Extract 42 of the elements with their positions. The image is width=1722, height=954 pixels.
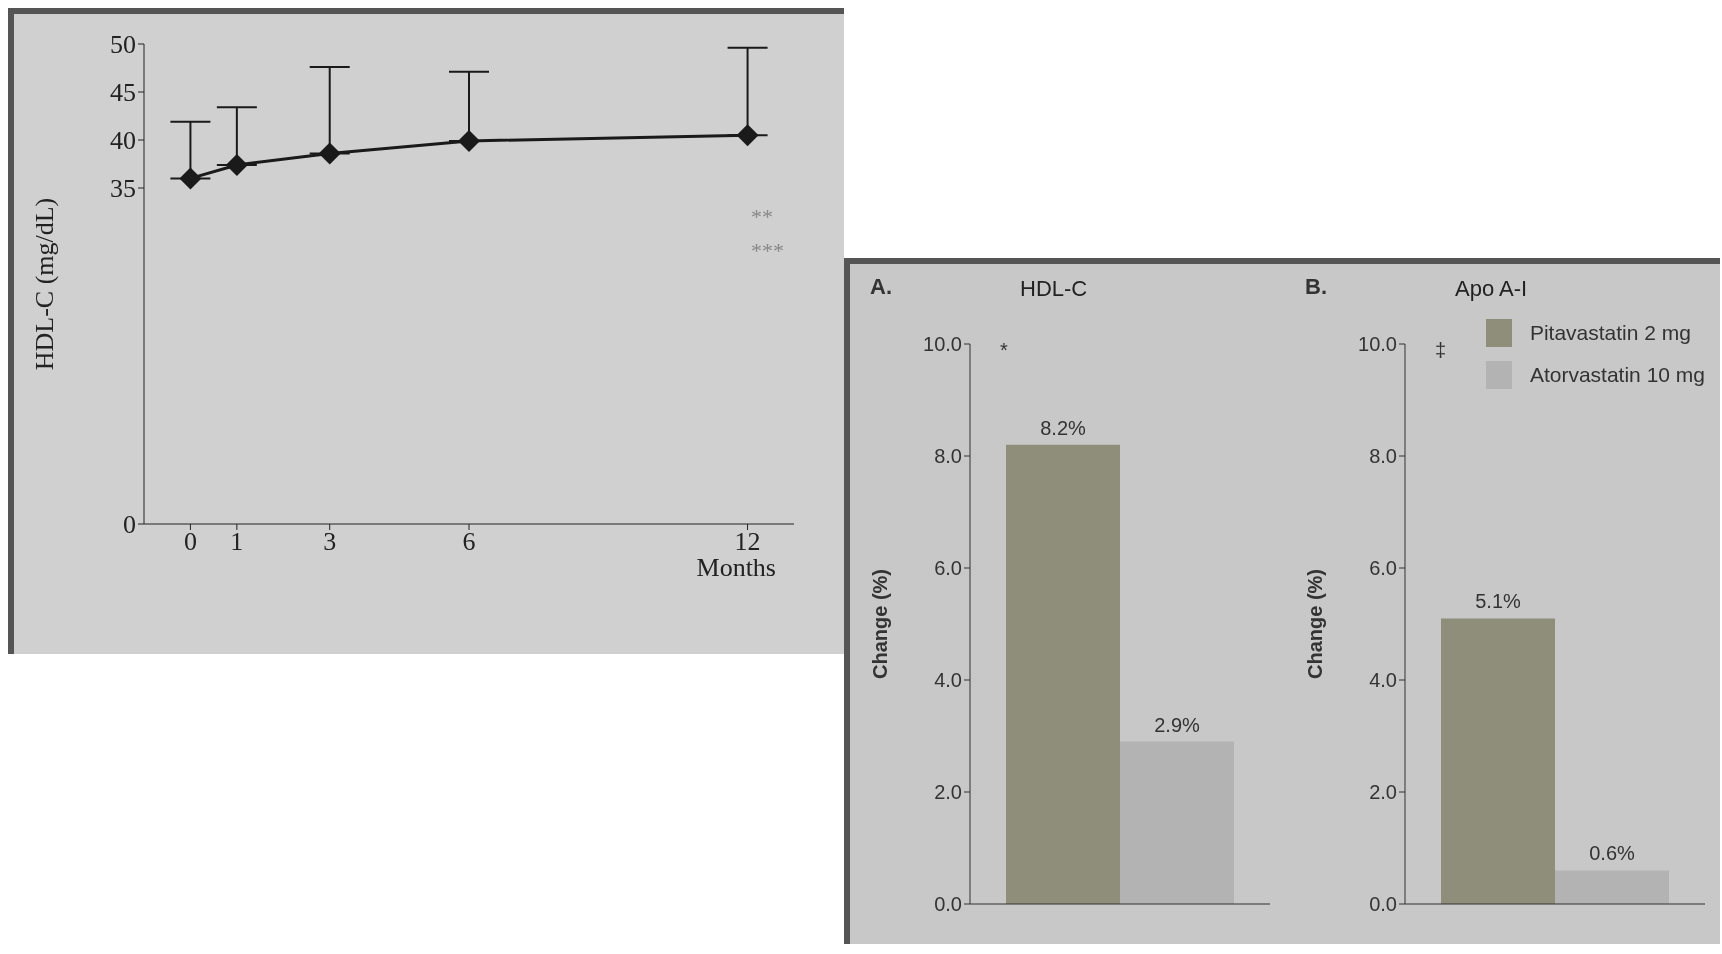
- legend-label: Atorvastatin 10 mg: [1529, 363, 1705, 387]
- x-tick-label: 0: [183, 527, 197, 557]
- y-tick-label: 40: [110, 126, 136, 156]
- y-tick-label: 6.0: [934, 557, 962, 580]
- y-axis-title: Change (%): [869, 569, 892, 679]
- y-tick-label: 8.0: [934, 445, 962, 468]
- y-tick-label: 2.0: [934, 781, 962, 804]
- data-label: 8.2%: [1040, 416, 1087, 439]
- point: [179, 167, 202, 190]
- y-tick-label: 8.0: [1369, 445, 1397, 468]
- point: [225, 153, 248, 176]
- y-tick-label: 45: [110, 78, 136, 108]
- y-tick-label: 2.0: [1369, 781, 1397, 804]
- y-tick-label: 4.0: [1369, 669, 1397, 692]
- data-label: 0.6%: [1589, 842, 1636, 865]
- data-label: 2.9%: [1154, 713, 1201, 736]
- point: [736, 124, 759, 147]
- annotation: *: [1000, 339, 1008, 362]
- point: [318, 142, 341, 165]
- y-axis-title: Change (%): [1304, 569, 1327, 679]
- y-tick-label: 0.0: [1369, 893, 1397, 916]
- y-tick-label: 0.0: [934, 893, 962, 916]
- chart-title: Apo A-I: [1455, 276, 1528, 302]
- annotation: **: [751, 204, 774, 230]
- x-tick-label: 1: [230, 527, 244, 557]
- text: A.: [870, 274, 892, 300]
- legend-label: Pitavastatin 2 mg: [1529, 321, 1691, 345]
- chart-title: HDL-C: [1020, 276, 1088, 302]
- y-axis-title: HDL-C (mg/dL): [30, 197, 60, 371]
- y-tick-label: 50: [110, 30, 136, 60]
- annotation: ***: [751, 238, 784, 264]
- y-tick-label: 35: [110, 174, 136, 204]
- y-tick-label: 10.0: [1358, 333, 1397, 356]
- point: [458, 129, 480, 152]
- x-tick-label: 3: [323, 527, 337, 557]
- text: B.: [1305, 274, 1327, 300]
- annotation: ‡: [1435, 339, 1447, 362]
- y-tick-label: 10.0: [923, 333, 962, 356]
- data-label: 5.1%: [1475, 590, 1522, 613]
- x-tick-label: 6: [462, 527, 476, 557]
- y-tick-label: 6.0: [1369, 557, 1397, 580]
- y-tick-label: 4.0: [934, 669, 962, 692]
